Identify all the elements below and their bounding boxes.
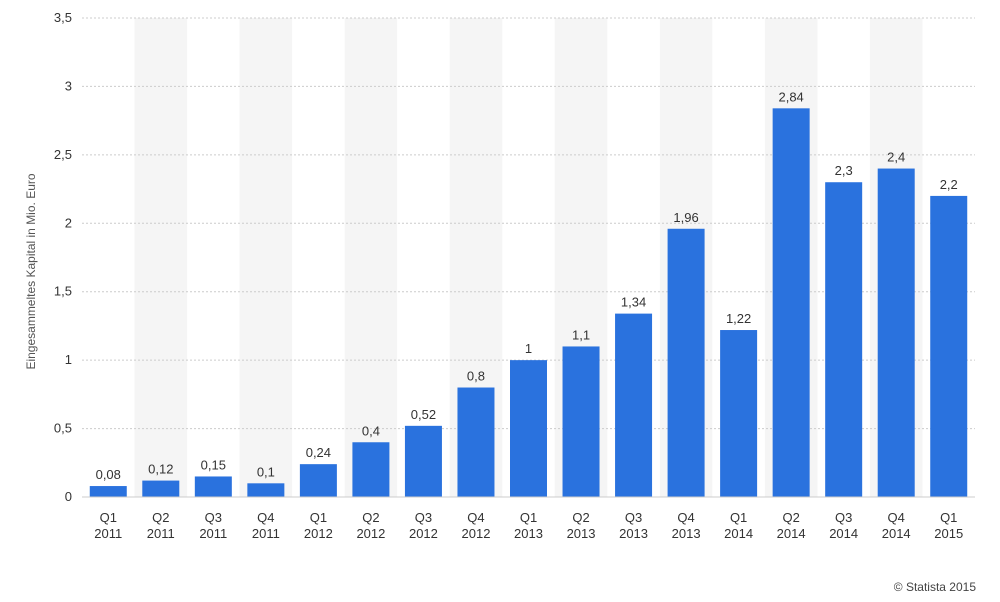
bar <box>299 464 337 497</box>
bar <box>352 442 390 497</box>
x-tick-label: Q4 <box>888 510 905 525</box>
bar <box>930 195 968 497</box>
x-tick-label-year: 2011 <box>252 526 280 541</box>
x-tick-label-year: 2014 <box>882 526 911 541</box>
data-label: 2,84 <box>778 89 803 104</box>
bar <box>877 168 915 498</box>
bar <box>562 346 600 497</box>
data-label: 1,34 <box>621 295 646 310</box>
x-tick-label: Q3 <box>625 510 642 525</box>
y-tick-label: 1 <box>65 352 72 367</box>
x-tick-label: Q1 <box>730 510 747 525</box>
y-axis-label: Eingesammeltes Kapital in Mio. Euro <box>24 173 38 369</box>
x-tick-label: Q2 <box>572 510 589 525</box>
x-tick-label-year: 2014 <box>777 526 806 541</box>
data-label: 0,8 <box>467 369 485 384</box>
source-credit: © Statista 2015 <box>893 580 976 594</box>
bar <box>667 228 705 497</box>
x-tick-label-year: 2011 <box>199 526 227 541</box>
bar <box>615 313 653 497</box>
bar <box>247 483 285 497</box>
x-tick-label-year: 2014 <box>724 526 753 541</box>
column-band <box>239 18 293 497</box>
x-tick-label: Q4 <box>257 510 274 525</box>
x-tick-label-year: 2011 <box>94 526 122 541</box>
x-tick-label-year: 2013 <box>672 526 701 541</box>
bar <box>89 486 127 497</box>
x-tick-label-year: 2012 <box>304 526 333 541</box>
x-tick-label-year: 2013 <box>567 526 596 541</box>
x-tick-label-year: 2014 <box>829 526 858 541</box>
x-tick-label: Q4 <box>467 510 484 525</box>
data-label: 2,2 <box>940 177 958 192</box>
column-band <box>134 18 188 497</box>
y-tick-label: 2 <box>65 215 72 230</box>
data-label: 2,3 <box>835 163 853 178</box>
bar <box>194 476 232 497</box>
bar <box>404 425 442 497</box>
x-tick-label: Q3 <box>835 510 852 525</box>
data-label: 1,1 <box>572 327 590 342</box>
bar <box>457 387 495 497</box>
y-tick-label: 2,5 <box>54 147 72 162</box>
x-tick-label-year: 2012 <box>409 526 438 541</box>
data-label: 1 <box>525 341 532 356</box>
x-tick-label-year: 2012 <box>462 526 491 541</box>
x-tick-label: Q3 <box>415 510 432 525</box>
data-label: 0,24 <box>306 445 331 460</box>
data-label: 0,52 <box>411 407 436 422</box>
x-tick-label: Q2 <box>362 510 379 525</box>
data-label: 0,15 <box>201 457 226 472</box>
x-tick-label: Q2 <box>152 510 169 525</box>
x-tick-label-year: 2012 <box>356 526 385 541</box>
y-tick-label: 3 <box>65 78 72 93</box>
x-tick-label: Q1 <box>100 510 117 525</box>
bar <box>720 330 758 497</box>
x-tick-label: Q4 <box>677 510 694 525</box>
x-tick-label: Q1 <box>310 510 327 525</box>
y-tick-label: 3,5 <box>54 10 72 25</box>
y-tick-label: 0,5 <box>54 421 72 436</box>
data-label: 0,1 <box>257 464 275 479</box>
bar <box>142 480 180 497</box>
bar <box>825 182 863 497</box>
column-band <box>344 18 398 497</box>
y-tick-label: 0 <box>65 489 72 504</box>
bar <box>772 108 810 497</box>
data-label: 0,12 <box>148 462 173 477</box>
data-label: 2,4 <box>887 150 905 165</box>
y-tick-label: 1,5 <box>54 284 72 299</box>
x-tick-label: Q1 <box>520 510 537 525</box>
x-tick-label-year: 2011 <box>147 526 175 541</box>
data-label: 0,4 <box>362 423 380 438</box>
x-tick-label-year: 2013 <box>619 526 648 541</box>
x-tick-label-year: 2013 <box>514 526 543 541</box>
data-label: 1,22 <box>726 311 751 326</box>
x-tick-label-year: 2015 <box>934 526 963 541</box>
x-tick-label: Q1 <box>940 510 957 525</box>
x-tick-label: Q3 <box>205 510 222 525</box>
data-label: 1,96 <box>673 210 698 225</box>
data-label: 0,08 <box>96 467 121 482</box>
x-tick-label: Q2 <box>782 510 799 525</box>
bar <box>510 360 547 497</box>
